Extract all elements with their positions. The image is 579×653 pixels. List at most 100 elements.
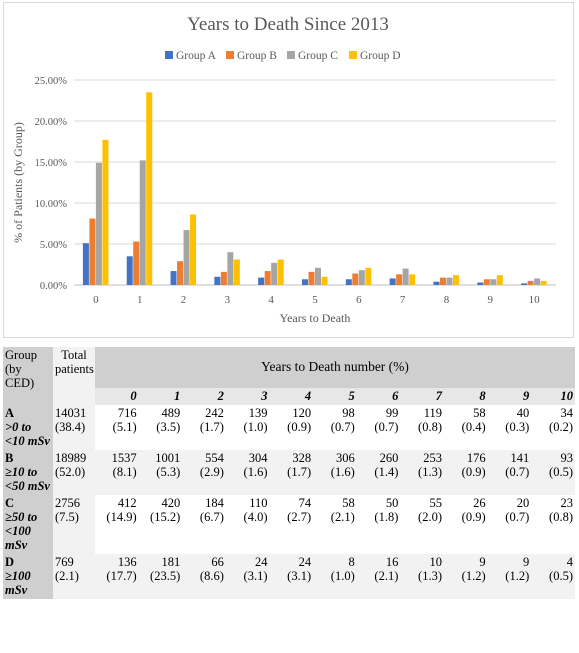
year-cell: 23 (0.8) <box>531 495 575 554</box>
header-row: Group (by CED) Total patients Years to Dea… <box>3 347 575 405</box>
group-letter: C <box>5 496 15 510</box>
y-tick-label: 25.00% <box>35 76 68 87</box>
data-table: Group (by CED) Total patients Years to Dea… <box>3 347 575 599</box>
chart-container: Years to Death Since 2013 0.00% 5.00% 10.00… <box>3 2 574 338</box>
bar-group-d <box>365 267 372 285</box>
bar-group-a <box>345 279 352 285</box>
year-cell: 184 (6.7) <box>182 495 226 554</box>
cell-percent: (0.4) <box>461 420 486 434</box>
year-cell: 40 (0.3) <box>487 405 532 450</box>
cell-count: 716 <box>117 406 137 420</box>
cell-percent: (0.9) <box>287 420 312 434</box>
total-cell: 18989 (52.0) <box>53 450 95 495</box>
bar-group-c <box>227 252 234 285</box>
cell-count: 93 <box>560 451 574 465</box>
cell-percent: (2.1) <box>330 510 355 524</box>
cell-percent: (1.0) <box>330 569 355 583</box>
group-letter: D <box>5 555 15 569</box>
year-cell: 110 (4.0) <box>225 495 270 554</box>
bar-group-b <box>264 271 271 285</box>
cell-count: 16 <box>385 555 399 569</box>
bar-group-a <box>302 279 308 285</box>
cell-percent: (1.8) <box>374 510 399 524</box>
group-header: Group (by CED) <box>3 347 53 405</box>
cell-count: 40 <box>516 406 530 420</box>
bar-group-c <box>446 277 453 285</box>
cell-count: 120 <box>292 406 312 420</box>
year-cell: 141 (0.7) <box>487 450 532 495</box>
year-cell: 9 (1.2) <box>444 554 488 599</box>
cell-percent: (0.8) <box>418 420 442 434</box>
years-to-death-title: Years to Death number (%) <box>95 347 575 388</box>
bar-group-c <box>139 160 146 285</box>
total-header: Total patients <box>53 347 95 405</box>
cell-percent: (0.9) <box>461 465 486 479</box>
cell-count: 412 <box>117 496 137 510</box>
x-axis-label: Years to Death <box>280 311 351 325</box>
cell-percent: (15.2) <box>150 510 181 524</box>
bar-group-b <box>527 280 534 285</box>
cell-percent: (0.2) <box>549 420 573 434</box>
cell-count: 136 <box>117 555 137 569</box>
cell-percent: (0.5) <box>549 465 573 479</box>
bar-group-a <box>433 281 440 285</box>
bar-group-d <box>321 276 328 285</box>
year-cell: 50 (1.8) <box>356 495 401 554</box>
group-cell: C ≥50 to <100 mSv <box>3 495 53 554</box>
year-cell: 93 (0.5) <box>531 450 575 495</box>
cell-percent: (0.7) <box>505 465 530 479</box>
bar-group-d <box>190 214 197 285</box>
bar-group-a <box>126 256 133 285</box>
table-row: A >0 to <10 mSv 14031 (38.4) 716 (5.1) 489 (3.… <box>3 405 575 450</box>
group-dose-range: ≥100 mSv <box>5 569 31 597</box>
group-cell: D ≥100 mSv <box>3 554 53 599</box>
cell-percent: (0.7) <box>505 510 530 524</box>
legend-label: Group C <box>298 50 338 62</box>
year-header: 10 <box>531 388 575 405</box>
cell-percent: (8.1) <box>112 465 137 479</box>
group-dose-range: ≥50 to <100 mSv <box>5 510 38 552</box>
y-tick-label: 10.00% <box>35 199 68 210</box>
cell-percent: (23.5) <box>150 569 181 583</box>
group-dose-range: >0 to <10 mSv <box>5 420 50 448</box>
bar-group-c <box>95 162 102 285</box>
cell-count: 253 <box>423 451 442 465</box>
legend-swatch <box>226 51 234 59</box>
cell-percent: (5.1) <box>112 420 137 434</box>
bar-group-b <box>439 277 446 285</box>
y-tick-label: 5.00% <box>40 240 67 251</box>
bar-group-c <box>534 278 541 285</box>
x-tick-label: 9 <box>488 294 494 306</box>
cell-count: 99 <box>385 406 399 420</box>
cell-percent: (1.3) <box>418 569 442 583</box>
cell-count: 34 <box>560 406 574 420</box>
year-cell: 554 (2.9) <box>182 450 226 495</box>
cell-percent: (1.0) <box>243 420 268 434</box>
bar-group-a <box>258 277 265 285</box>
cell-count: 50 <box>385 496 399 510</box>
year-cell: 58 (0.4) <box>444 405 488 450</box>
year-cell: 74 (2.7) <box>269 495 314 554</box>
cell-count: 58 <box>342 496 355 510</box>
data-table-container: Group (by CED) Total patients Years to Dea… <box>3 347 575 599</box>
cell-percent: (2.1) <box>374 569 399 583</box>
cell-count: 306 <box>336 451 355 465</box>
bar-group-a <box>521 283 528 285</box>
bar-group-b <box>133 241 140 285</box>
group-letter: B <box>5 451 14 465</box>
year-cell: 10 (1.3) <box>400 554 444 599</box>
cell-count: 110 <box>249 496 268 510</box>
cell-percent: (1.4) <box>374 465 399 479</box>
year-header: 5 <box>313 388 357 405</box>
x-tick-label: 8 <box>444 294 450 306</box>
cell-count: 4 <box>566 555 573 569</box>
year-cell: 16 (2.1) <box>356 554 401 599</box>
cell-percent: (14.9) <box>106 510 137 524</box>
cell-count: 1001 <box>155 451 181 465</box>
year-cell: 176 (0.9) <box>444 450 488 495</box>
year-cell: 139 (1.0) <box>225 405 270 450</box>
cell-count: 9 <box>479 555 486 569</box>
bar-group-a <box>170 271 177 285</box>
cell-count: 139 <box>248 406 268 420</box>
cell-percent: (0.7) <box>374 420 399 434</box>
